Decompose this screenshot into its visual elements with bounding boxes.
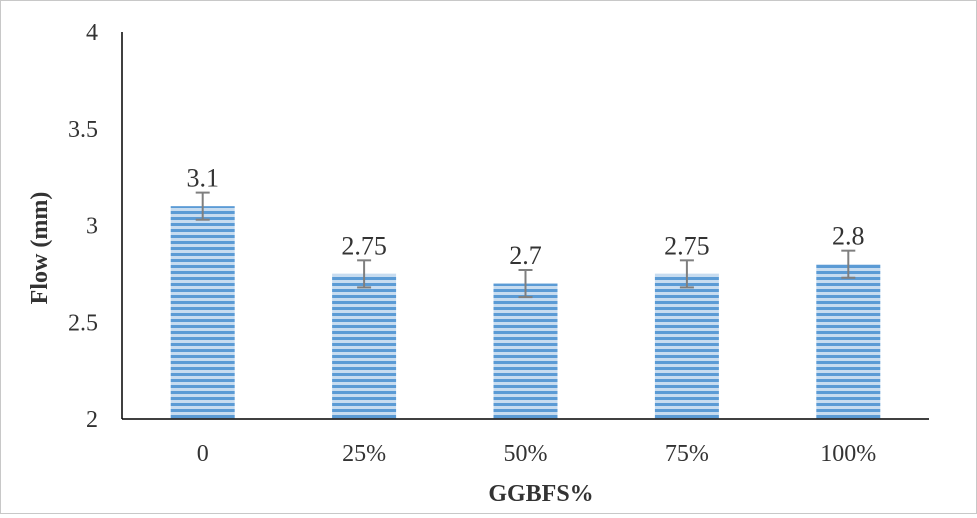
y-tick-label: 3.5 (68, 117, 98, 143)
x-axis-title: GGBFS% (488, 481, 593, 507)
y-tick-label: 3 (86, 214, 98, 240)
x-tick-label: 25% (342, 441, 386, 467)
error-bar (357, 259, 372, 289)
data-label: 2.8 (832, 222, 865, 251)
x-tick-label: 75% (665, 441, 709, 467)
x-tick-label: 50% (504, 441, 548, 467)
data-label: 2.7 (509, 241, 542, 270)
y-tick-label: 4 (86, 20, 98, 46)
y-tick-label: 2 (86, 407, 98, 433)
x-tick-label: 100% (820, 441, 876, 467)
bar (493, 283, 558, 419)
error-bar (841, 249, 856, 279)
error-bar (518, 269, 533, 299)
bar (332, 273, 397, 419)
bar (816, 264, 881, 419)
bar (170, 206, 235, 419)
data-label: 2.75 (341, 231, 387, 260)
error-bar (679, 259, 694, 289)
x-tick-label: 0 (197, 441, 209, 467)
y-tick-label: 2.5 (68, 310, 98, 336)
data-label: 3.1 (186, 164, 219, 193)
error-bar (195, 191, 210, 221)
y-axis-title: Flow (mm) (27, 192, 53, 305)
data-label: 2.75 (664, 231, 710, 260)
bar (654, 273, 719, 419)
